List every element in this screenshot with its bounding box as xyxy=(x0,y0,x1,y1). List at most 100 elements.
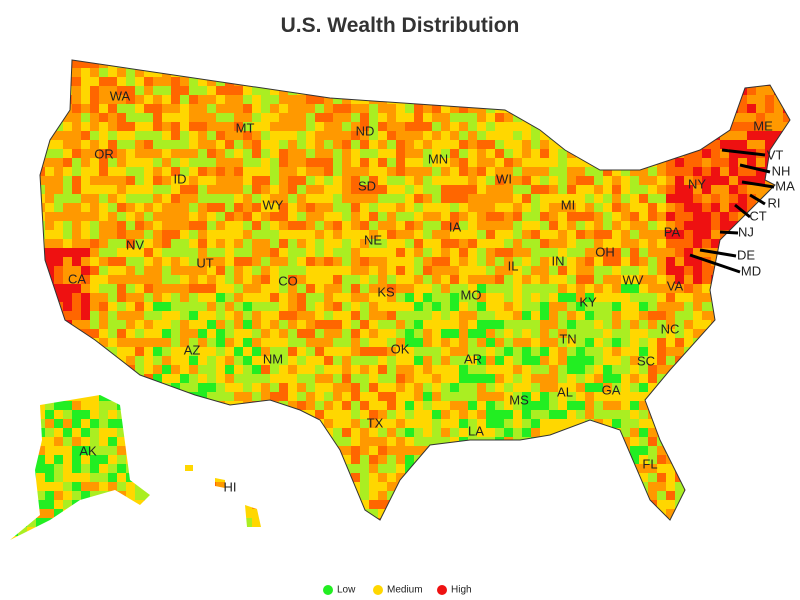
county xyxy=(504,437,513,446)
county xyxy=(576,275,585,284)
county xyxy=(351,518,360,527)
county xyxy=(450,482,459,491)
county xyxy=(720,158,729,167)
county xyxy=(477,140,486,149)
county xyxy=(612,329,621,338)
county xyxy=(360,491,369,500)
county xyxy=(639,392,648,401)
county xyxy=(297,131,306,140)
county xyxy=(396,401,405,410)
county xyxy=(441,176,450,185)
county xyxy=(405,491,414,500)
county xyxy=(612,194,621,203)
county xyxy=(432,266,441,275)
county xyxy=(720,302,729,311)
county xyxy=(126,230,135,239)
county xyxy=(441,446,450,455)
county xyxy=(189,176,198,185)
county xyxy=(783,410,790,419)
county xyxy=(10,257,18,266)
county xyxy=(783,203,790,212)
county xyxy=(684,104,693,113)
county xyxy=(594,329,603,338)
county xyxy=(504,464,513,473)
county xyxy=(441,284,450,293)
county xyxy=(81,347,90,356)
county xyxy=(225,356,234,365)
county xyxy=(477,527,486,536)
county xyxy=(198,113,207,122)
county xyxy=(324,311,333,320)
county xyxy=(711,230,720,239)
state-label: NE xyxy=(364,232,382,247)
county xyxy=(342,230,351,239)
county xyxy=(243,131,252,140)
county xyxy=(729,374,738,383)
county xyxy=(270,302,279,311)
county xyxy=(90,482,99,491)
county xyxy=(792,338,800,347)
county xyxy=(162,185,171,194)
county xyxy=(126,203,135,212)
county xyxy=(171,320,180,329)
county xyxy=(747,338,756,347)
county xyxy=(522,509,531,518)
county xyxy=(108,50,117,59)
county xyxy=(315,347,324,356)
county xyxy=(684,437,693,446)
county xyxy=(684,176,693,185)
county xyxy=(720,293,729,302)
county xyxy=(198,410,207,419)
county xyxy=(729,284,738,293)
county xyxy=(747,122,756,131)
county xyxy=(135,167,144,176)
county xyxy=(720,383,729,392)
county xyxy=(207,311,216,320)
county xyxy=(405,401,414,410)
county xyxy=(234,275,243,284)
county xyxy=(234,311,243,320)
county xyxy=(459,104,468,113)
county xyxy=(396,50,405,59)
county xyxy=(387,167,396,176)
county xyxy=(765,419,774,428)
county xyxy=(783,482,790,491)
county xyxy=(765,68,774,77)
county xyxy=(162,86,171,95)
county xyxy=(207,212,216,221)
county xyxy=(711,500,720,509)
county xyxy=(747,140,756,149)
county xyxy=(54,60,63,68)
county xyxy=(468,113,477,122)
county xyxy=(369,437,378,446)
county xyxy=(468,509,477,518)
county xyxy=(108,176,117,185)
county xyxy=(351,275,360,284)
county xyxy=(585,473,594,482)
county xyxy=(234,266,243,275)
county xyxy=(666,248,675,257)
county xyxy=(198,212,207,221)
county xyxy=(243,347,252,356)
county xyxy=(738,428,747,437)
county xyxy=(522,410,531,419)
county xyxy=(459,266,468,275)
county xyxy=(171,275,180,284)
county xyxy=(108,392,117,401)
county xyxy=(693,113,702,122)
county xyxy=(108,338,117,347)
county xyxy=(585,374,594,383)
county xyxy=(72,104,81,113)
county xyxy=(531,536,540,540)
county xyxy=(378,392,387,401)
county xyxy=(414,446,423,455)
county xyxy=(549,293,558,302)
county xyxy=(108,410,117,419)
county xyxy=(702,266,711,275)
county xyxy=(162,113,171,122)
county xyxy=(351,77,360,86)
county xyxy=(513,320,522,329)
county xyxy=(162,95,171,104)
county xyxy=(180,203,189,212)
county xyxy=(216,410,225,419)
